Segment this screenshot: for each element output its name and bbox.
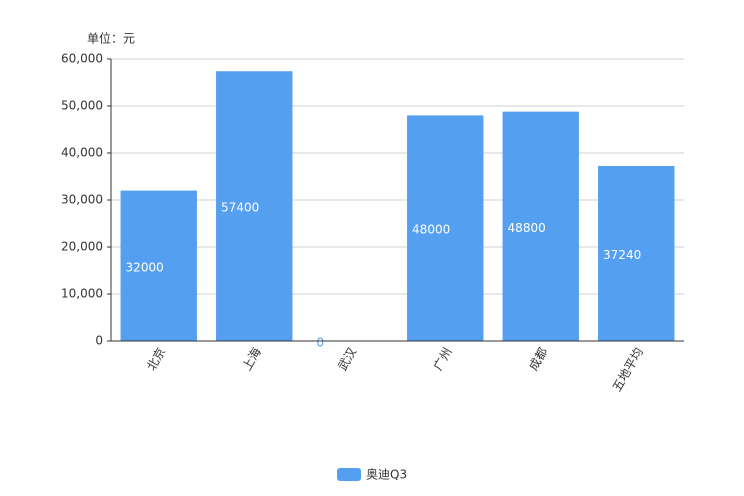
x-tick-label: 五地平均 [610, 345, 646, 394]
data-label: 37240 [603, 248, 641, 262]
data-label: 48000 [412, 223, 450, 237]
x-tick-label: 广州 [431, 345, 455, 373]
data-label: 32000 [126, 260, 164, 274]
y-tick-label: 20,000 [61, 240, 103, 254]
x-tick-label: 成都 [526, 345, 550, 373]
bar [407, 115, 484, 342]
data-label: 57400 [221, 201, 259, 215]
y-tick-label: 50,000 [61, 99, 103, 113]
legend-label: 奥迪Q3 [366, 468, 407, 482]
y-tick-label: 0 [95, 334, 103, 348]
bar [502, 111, 579, 341]
y-tick-label: 10,000 [61, 287, 103, 301]
y-tick-label: 60,000 [61, 52, 103, 66]
bar [598, 165, 675, 341]
unit-label: 单位：元 [87, 31, 135, 46]
x-tick-label: 武汉 [335, 345, 359, 373]
data-label: 48800 [508, 221, 546, 235]
bar [216, 71, 293, 341]
x-tick-label: 北京 [144, 345, 168, 373]
x-tick-label: 上海 [239, 345, 264, 373]
y-tick-label: 40,000 [61, 146, 103, 160]
data-label: 0 [317, 336, 325, 350]
y-tick-label: 30,000 [61, 193, 103, 207]
legend-swatch [337, 468, 361, 481]
bar [120, 190, 197, 341]
